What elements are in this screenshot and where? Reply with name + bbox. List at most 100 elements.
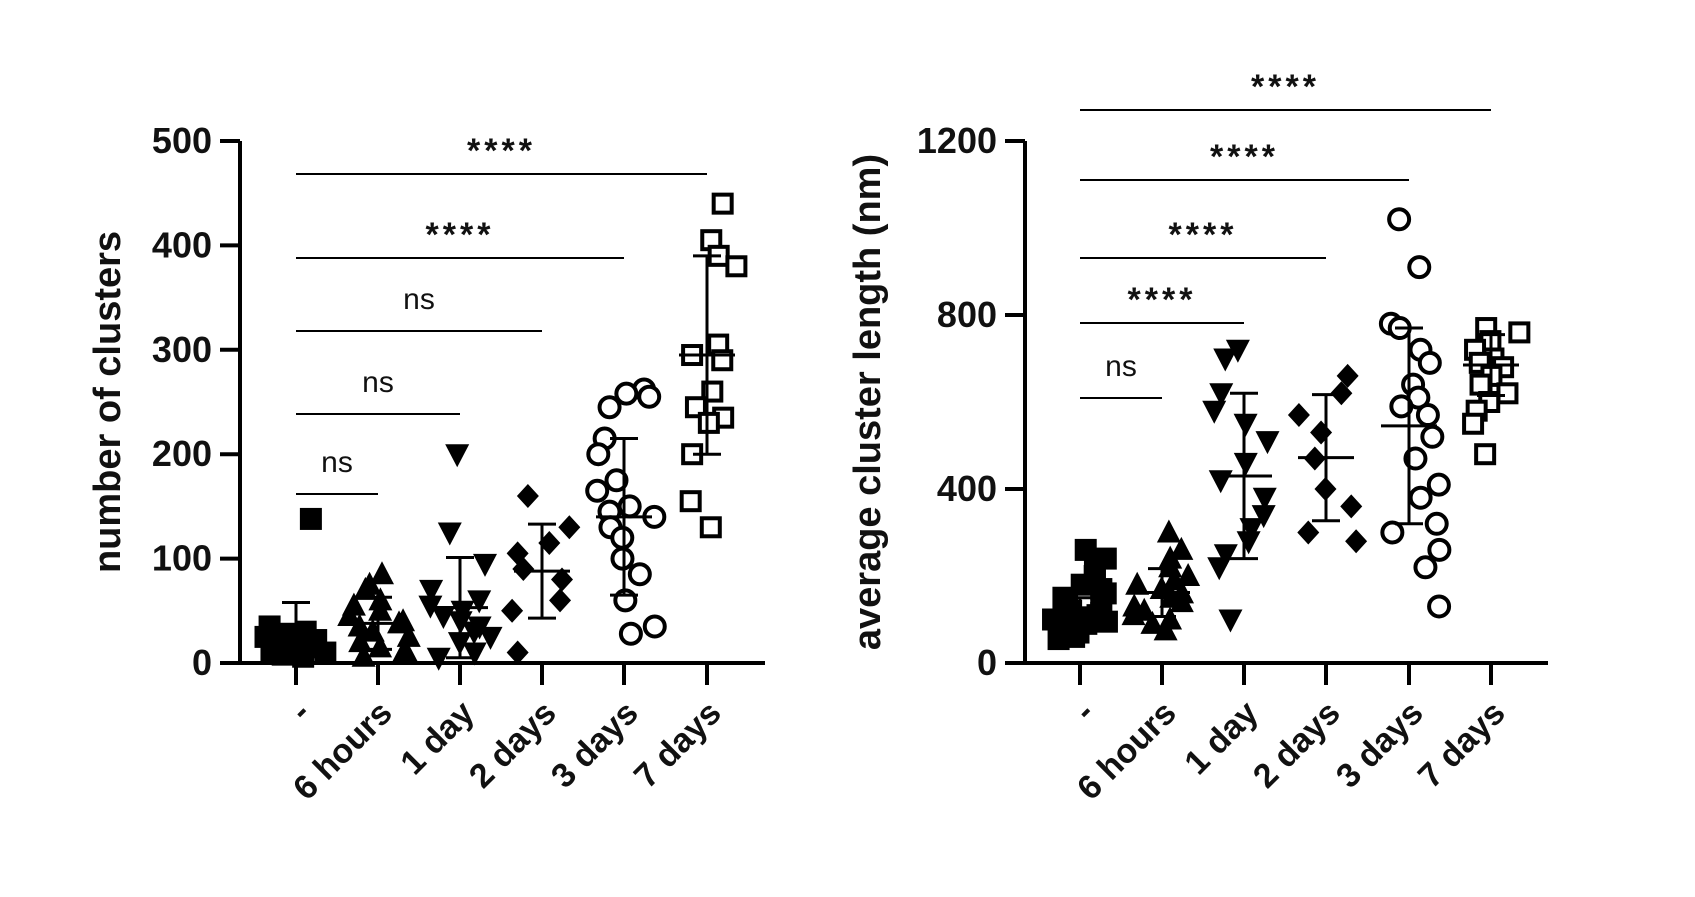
data-point <box>1462 412 1485 435</box>
data-point <box>1213 348 1238 372</box>
data-point <box>1408 485 1433 510</box>
data-point <box>558 515 581 540</box>
data-point <box>1426 472 1451 497</box>
data-point <box>1297 520 1320 545</box>
data-point <box>597 395 622 420</box>
data-point <box>550 567 573 592</box>
y-axis-label: average cluster length (nm) <box>847 154 889 650</box>
data-point <box>1153 617 1178 641</box>
data-point <box>1380 520 1405 545</box>
y-tick-label: 400 <box>152 224 212 265</box>
data-point <box>396 623 421 647</box>
y-tick-label: 300 <box>152 329 212 370</box>
series-1 day <box>418 444 503 671</box>
significance-label: **** <box>1169 216 1238 254</box>
data-point <box>1207 557 1232 581</box>
category-label: 2 days <box>462 694 564 796</box>
data-point <box>1233 413 1258 437</box>
significance-label: ns <box>403 283 435 316</box>
data-point <box>1074 538 1097 561</box>
category-label: 3 days <box>544 694 646 796</box>
data-point <box>1251 505 1276 529</box>
data-point <box>478 626 503 650</box>
data-point <box>473 553 498 577</box>
significance-label: **** <box>1128 281 1197 319</box>
data-point <box>1225 339 1250 363</box>
series-3 days <box>585 377 667 646</box>
data-point <box>369 561 394 585</box>
data-point <box>467 590 492 614</box>
data-point <box>1121 602 1146 626</box>
category-label: 7 days <box>627 694 729 796</box>
data-point <box>538 530 561 555</box>
data-point <box>1336 363 1359 388</box>
data-point <box>1415 403 1440 428</box>
data-point <box>725 255 748 278</box>
data-point <box>462 642 487 666</box>
data-point <box>353 576 378 600</box>
data-point <box>516 483 539 508</box>
data-point <box>637 384 662 409</box>
data-point <box>610 525 635 550</box>
data-point <box>1389 394 1414 419</box>
y-tick-label: 500 <box>152 120 212 161</box>
series-1 day <box>1202 339 1280 633</box>
y-tick-label: 1200 <box>917 120 997 161</box>
significance-label: **** <box>426 216 495 254</box>
data-point <box>1469 373 1492 396</box>
data-point <box>1474 443 1497 466</box>
significance-label: ns <box>362 366 394 399</box>
data-point <box>1218 609 1243 633</box>
data-point <box>1310 420 1333 445</box>
data-point <box>282 629 305 652</box>
y-tick-label: 100 <box>152 538 212 579</box>
category-label: - <box>283 694 318 729</box>
data-point <box>426 647 451 671</box>
data-point <box>1420 424 1445 449</box>
significance-label: **** <box>1251 68 1320 106</box>
series-6 hours <box>1121 519 1201 641</box>
data-point <box>684 396 707 419</box>
data-point <box>1236 531 1261 555</box>
significance-label: ns <box>321 446 353 479</box>
data-point <box>1125 571 1150 595</box>
data-point <box>697 411 720 434</box>
significance-label: ns <box>1105 350 1137 383</box>
data-point <box>586 442 611 467</box>
data-point <box>1287 403 1310 428</box>
data-point <box>610 546 635 571</box>
category-label: 2 days <box>1246 694 1348 796</box>
data-point <box>431 606 456 630</box>
data-point <box>368 597 393 621</box>
series-2 days <box>501 483 581 665</box>
y-tick-label: 0 <box>977 642 997 683</box>
series-- <box>1042 538 1118 651</box>
category-label: 3 days <box>1329 694 1431 796</box>
data-point <box>679 490 702 513</box>
series-7 days <box>1462 317 1531 466</box>
data-point <box>1252 487 1277 511</box>
data-point <box>419 579 444 603</box>
data-point <box>445 444 470 468</box>
data-point <box>1047 628 1070 651</box>
data-point <box>1387 207 1412 232</box>
data-point <box>368 634 393 658</box>
data-point <box>711 192 734 215</box>
data-point <box>351 643 376 667</box>
data-point <box>1413 555 1438 580</box>
data-point <box>1427 537 1452 562</box>
series-6 hours <box>337 561 421 667</box>
data-point <box>1209 383 1234 407</box>
data-point <box>299 507 322 530</box>
category-label: 7 days <box>1411 694 1513 796</box>
data-point <box>614 381 639 406</box>
data-point <box>618 621 643 646</box>
data-point <box>1508 321 1531 344</box>
data-point <box>699 516 722 539</box>
data-point <box>585 478 610 503</box>
significance-label: **** <box>1210 138 1279 176</box>
data-point <box>604 468 629 493</box>
data-point <box>1330 381 1353 406</box>
